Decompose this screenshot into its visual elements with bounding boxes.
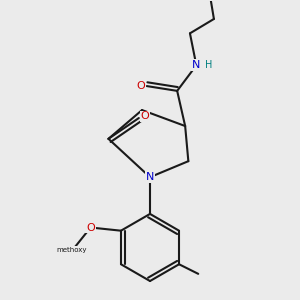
Text: O: O <box>86 223 95 232</box>
Text: O: O <box>141 111 150 122</box>
Text: N: N <box>192 60 200 70</box>
Text: N: N <box>146 172 154 182</box>
Text: H: H <box>206 60 213 70</box>
Text: O: O <box>137 81 146 91</box>
Text: methoxy: methoxy <box>57 247 87 253</box>
Text: O: O <box>137 81 146 91</box>
Text: O: O <box>141 111 150 122</box>
Text: O: O <box>86 223 95 232</box>
Text: N: N <box>192 60 200 70</box>
Text: H: H <box>206 60 213 70</box>
